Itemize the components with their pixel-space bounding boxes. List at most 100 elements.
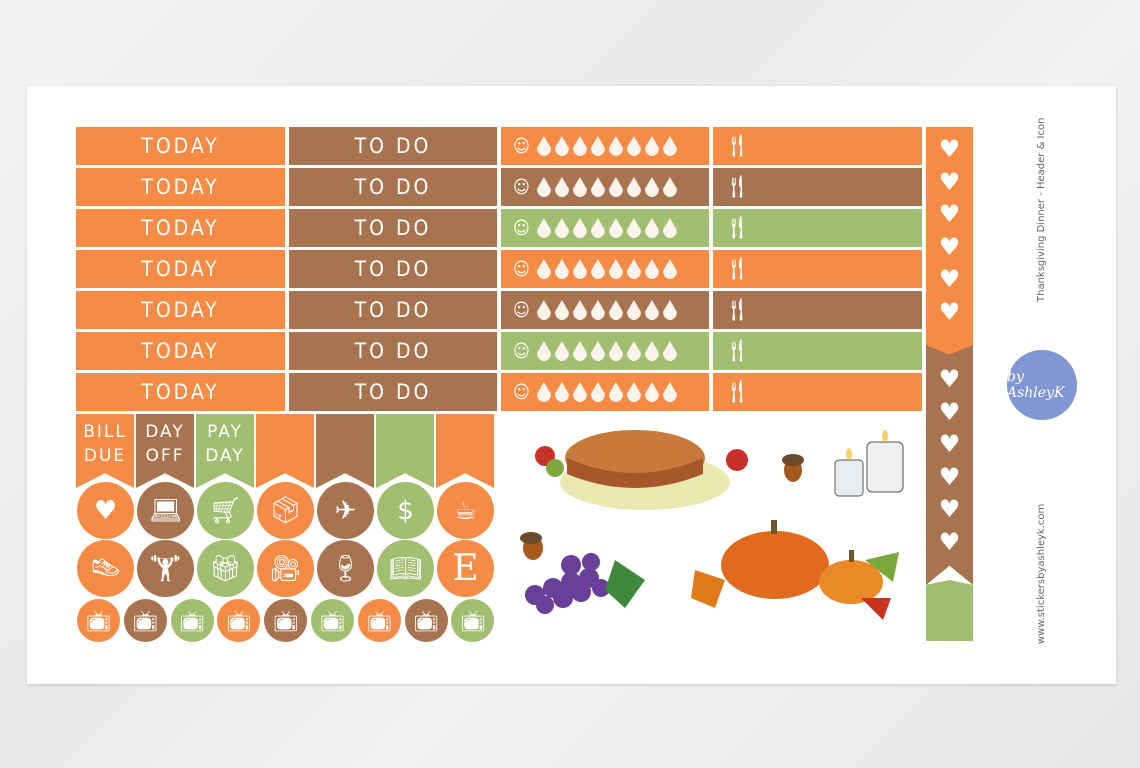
water-drop-icon: [572, 136, 587, 156]
heart-icon: ♥: [938, 232, 961, 261]
fork-knife-icon: 🍴︎: [723, 133, 754, 159]
water-drop-icon: [662, 218, 677, 238]
water-drop-icon: [626, 341, 641, 361]
water-drop-icon: [554, 300, 569, 320]
water-drop-icon: [554, 341, 569, 361]
piggy-bank-circle-sticker: $: [377, 482, 434, 539]
todo-sticker: TO DO: [289, 373, 497, 411]
water-drop-icon: [662, 300, 677, 320]
water-tracker-sticker: ☺: [501, 127, 709, 165]
grapes-illustration: [525, 553, 645, 614]
heart-icon: ♥: [938, 265, 961, 293]
shopping-cart-circle-sticker: 🛒︎: [197, 482, 254, 539]
heart-icon: ♥: [938, 462, 961, 491]
box-circle-sticker: 📦︎: [257, 482, 314, 539]
dumbbell-circle-sticker: 🏋︎: [137, 540, 194, 597]
water-drop-icon: [572, 259, 587, 279]
tv-icon: 📺︎: [132, 608, 158, 633]
water-drop-icon: [554, 382, 569, 402]
tv-circle-sticker: 📺︎: [170, 599, 214, 642]
water-drop-icon: [644, 259, 659, 279]
water-drop-icon: [554, 218, 569, 238]
sneaker-circle-sticker: 👟︎: [77, 540, 134, 597]
heart-icon: ♥: [938, 527, 961, 556]
todo-sticker: TO DO: [289, 127, 497, 165]
tv-circle-sticker: 📺︎: [357, 599, 401, 642]
heart-strip-top: ♥ ♥ ♥ ♥ ♥ ♥: [926, 127, 973, 357]
water-drop-icon: [626, 382, 641, 402]
flag-text: DAY: [145, 422, 185, 442]
water-drop-icon: [572, 341, 587, 361]
acorn-illustration: [520, 532, 543, 560]
today-sticker: TODAY: [76, 332, 285, 370]
fork-knife-icon: 🍴︎: [723, 174, 754, 200]
header-flag-sticker: DAY OFF: [136, 414, 194, 488]
heart-icon: ♥: [938, 430, 961, 458]
airplane-icon: ✈: [334, 495, 357, 526]
etsy-icon: E: [452, 548, 479, 589]
tv-circle-sticker: 📺︎: [311, 599, 354, 642]
water-drop-icon: [590, 136, 605, 156]
water-drop-icon: [572, 300, 587, 320]
logo-text: by AshleyK: [1007, 369, 1065, 401]
heart-icon: ♥: [93, 495, 118, 526]
water-drop-icon: [536, 218, 551, 238]
flag-text: DUE: [83, 446, 127, 466]
tv-icon: 📺︎: [85, 608, 112, 633]
tv-circle-sticker: 📺︎: [77, 599, 120, 642]
wine-circle-sticker: 🍷︎: [317, 540, 374, 597]
sneaker-icon: 👟︎: [88, 553, 122, 584]
water-drop-icon: [554, 177, 569, 197]
water-drop-icon: [662, 382, 677, 402]
movie-camera-icon: 🎥︎: [268, 553, 302, 584]
box-icon: 📦︎: [268, 495, 302, 526]
laptop-circle-sticker: 💻︎: [137, 482, 194, 539]
book-icon: 📖︎: [388, 553, 422, 584]
water-tracker-sticker: ☺: [501, 168, 709, 206]
water-drop-icon: [608, 259, 623, 279]
heart-icon: ♥: [938, 167, 961, 196]
water-drop-icon: [572, 177, 587, 197]
gift-icon: 🎁︎: [208, 553, 242, 584]
water-drop-icon: [662, 136, 677, 156]
ashleyk-logo: by AshleyK: [1007, 350, 1077, 420]
heart-icon: ♥: [938, 297, 961, 326]
today-sticker: TODAY: [76, 291, 285, 329]
sheet-title: Thanksgiving Dinner - Header & Icon: [1036, 117, 1047, 302]
water-drop-icon: [608, 177, 623, 197]
heart-icon: ♥: [938, 200, 961, 228]
website-url: www.stickersbyashleyk.com: [1036, 503, 1047, 644]
todo-sticker: TO DO: [289, 250, 497, 288]
water-drop-icon: [626, 177, 641, 197]
heart-icon: ♥: [938, 135, 961, 163]
water-drop-icon: [644, 218, 659, 238]
airplane-circle-sticker: ✈: [317, 482, 374, 539]
fork-knife-icon: 🍴︎: [723, 297, 754, 323]
water-drop-icon: [608, 300, 623, 320]
water-tracker-sticker: ☺: [501, 291, 709, 329]
water-drop-icon: [572, 218, 587, 238]
acorn-illustration: [782, 454, 804, 482]
fork-knife-icon: 🍴︎: [723, 338, 754, 364]
meal-sticker: 🍴︎: [713, 168, 922, 206]
water-drop-icon: [536, 259, 551, 279]
heart-icon: ♥: [938, 397, 961, 426]
tv-circle-sticker: 📺︎: [264, 599, 308, 642]
water-drop-icon: [626, 259, 641, 279]
tv-icon: 📺︎: [413, 608, 439, 633]
water-drop-smile-icon: ☺: [513, 381, 533, 403]
water-drop-icon: [536, 177, 551, 197]
water-drop-icon: [608, 136, 623, 156]
heart-circle-sticker: ♥: [77, 482, 134, 539]
water-drop-icon: [536, 300, 551, 320]
todo-sticker: TO DO: [289, 291, 497, 329]
tv-icon: 📺︎: [272, 608, 299, 633]
heart-icon: ♥: [938, 495, 961, 523]
water-drop-smile-icon: ☺: [513, 340, 533, 362]
dumbbell-icon: 🏋︎: [148, 553, 182, 584]
book-circle-sticker: 📖︎: [377, 540, 434, 597]
meal-sticker: 🍴︎: [713, 209, 922, 247]
tv-icon: 📺︎: [460, 608, 486, 633]
water-drop-icon: [662, 177, 677, 197]
water-drop-icon: [626, 218, 641, 238]
